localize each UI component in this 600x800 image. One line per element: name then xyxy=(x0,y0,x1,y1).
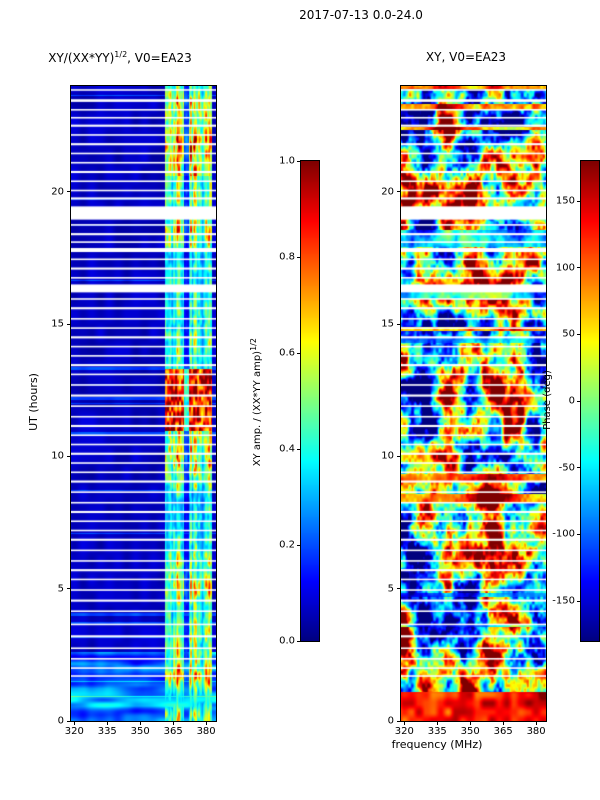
colorbar-tick-label: 0.4 xyxy=(279,443,295,455)
x-tick-label: 380 xyxy=(526,726,546,737)
x-tick-label: 365 xyxy=(163,726,183,737)
figure-title: 2017-07-13 0.0-24.0 xyxy=(299,8,423,22)
x-axis-label: frequency (MHz) xyxy=(391,738,483,751)
y-tick-mark xyxy=(67,720,71,722)
y-tick-mark xyxy=(397,323,401,325)
y-tick-mark xyxy=(397,588,401,590)
amp-heatmap-canvas xyxy=(71,86,216,721)
y-tick-mark xyxy=(67,191,71,193)
amp-colorbar-label: XY amp. / (XX*YY amp)1/2 xyxy=(247,302,265,502)
amp-title-suffix: , V0=EA23 xyxy=(127,51,192,65)
y-tick-label: 20 xyxy=(381,186,394,198)
colorbar-tick-mark xyxy=(297,544,301,546)
amp-colorbar-label-superscript: 1/2 xyxy=(248,338,258,351)
y-tick-label: 20 xyxy=(51,186,64,198)
x-tick-label: 350 xyxy=(460,726,480,737)
x-tick-label: 335 xyxy=(97,726,117,737)
amp-colorbar-canvas xyxy=(301,161,319,641)
x-tick-mark xyxy=(403,721,405,725)
y-tick-label: 15 xyxy=(51,318,64,330)
phase-colorbar: 150 100 50 0 -50 -100 -150 xyxy=(552,160,600,642)
colorbar-tick-mark xyxy=(297,256,301,258)
y-tick-label: 10 xyxy=(51,450,64,462)
colorbar-tick-mark xyxy=(577,267,581,269)
x-tick-mark xyxy=(139,721,141,725)
x-tick-label: 380 xyxy=(196,726,216,737)
y-tick-label: 0 xyxy=(387,715,394,727)
amp-title-text: XY/(XX*YY) xyxy=(48,51,115,65)
y-tick-label: 5 xyxy=(387,583,394,595)
y-tick-label: 15 xyxy=(381,318,394,330)
colorbar-tick-label: 0.0 xyxy=(279,635,295,647)
x-tick-label: 365 xyxy=(493,726,513,737)
phase-heatmap-panel: 320 335 350 365 380 0 5 10 15 20 xyxy=(381,85,547,737)
colorbar-tick-mark xyxy=(297,448,301,450)
y-tick-mark xyxy=(397,720,401,722)
colorbar-tick-label: 150 xyxy=(555,195,575,207)
colorbar-tick-mark xyxy=(577,600,581,602)
x-tick-mark xyxy=(535,721,537,725)
colorbar-tick-mark xyxy=(297,160,301,162)
colorbar-tick-label: -100 xyxy=(552,528,575,540)
colorbar-tick-mark xyxy=(577,400,581,402)
colorbar-tick-mark xyxy=(297,352,301,354)
colorbar-tick-label: 100 xyxy=(555,262,575,274)
phase-heatmap-canvas xyxy=(401,86,546,721)
y-tick-label: 10 xyxy=(381,450,394,462)
phase-colorbar-label: Phase (deg) xyxy=(542,370,553,430)
colorbar-tick-mark xyxy=(577,533,581,535)
x-tick-mark xyxy=(172,721,174,725)
amp-panel-title: XY/(XX*YY)1/2, V0=EA23 xyxy=(48,50,192,65)
x-tick-mark xyxy=(106,721,108,725)
phase-panel-title: XY, V0=EA23 xyxy=(426,50,506,64)
x-tick-label: 335 xyxy=(427,726,447,737)
y-tick-mark xyxy=(397,455,401,457)
colorbar-tick-mark xyxy=(577,200,581,202)
amp-colorbar-label-text: XY amp. / (XX*YY amp) xyxy=(252,350,264,467)
x-tick-label: 320 xyxy=(64,726,84,737)
x-tick-mark xyxy=(469,721,471,725)
x-tick-mark xyxy=(436,721,438,725)
colorbar-tick-label: 0 xyxy=(568,395,575,407)
colorbar-tick-mark xyxy=(297,640,301,642)
colorbar-tick-mark xyxy=(577,333,581,335)
y-tick-label: 0 xyxy=(57,715,64,727)
phase-title-text: XY, V0=EA23 xyxy=(425,50,507,64)
y-tick-mark xyxy=(397,191,401,193)
y-tick-mark xyxy=(67,588,71,590)
x-tick-mark xyxy=(73,721,75,725)
amp-heatmap-panel: 320 335 350 365 380 0 5 10 15 20 xyxy=(51,85,217,737)
colorbar-tick-label: -50 xyxy=(558,462,575,474)
y-tick-mark xyxy=(67,455,71,457)
amp-title-superscript: 1/2 xyxy=(114,50,128,59)
x-tick-mark xyxy=(502,721,504,725)
phase-colorbar-canvas xyxy=(581,161,599,641)
colorbar-tick-label: 0.2 xyxy=(279,539,295,551)
y-axis-label: UT (hours) xyxy=(27,373,40,431)
colorbar-tick-label: 50 xyxy=(562,328,575,340)
colorbar-tick-label: 1.0 xyxy=(279,155,295,167)
y-tick-label: 5 xyxy=(57,583,64,595)
x-tick-label: 350 xyxy=(130,726,150,737)
x-tick-label: 320 xyxy=(394,726,414,737)
y-tick-mark xyxy=(67,323,71,325)
colorbar-tick-mark xyxy=(577,467,581,469)
colorbar-tick-label: 0.8 xyxy=(279,251,295,263)
colorbar-tick-label: -150 xyxy=(552,595,575,607)
amp-colorbar: 0.0 0.2 0.4 0.6 0.8 1.0 xyxy=(279,156,320,647)
x-tick-mark xyxy=(205,721,207,725)
colorbar-tick-label: 0.6 xyxy=(279,347,295,359)
